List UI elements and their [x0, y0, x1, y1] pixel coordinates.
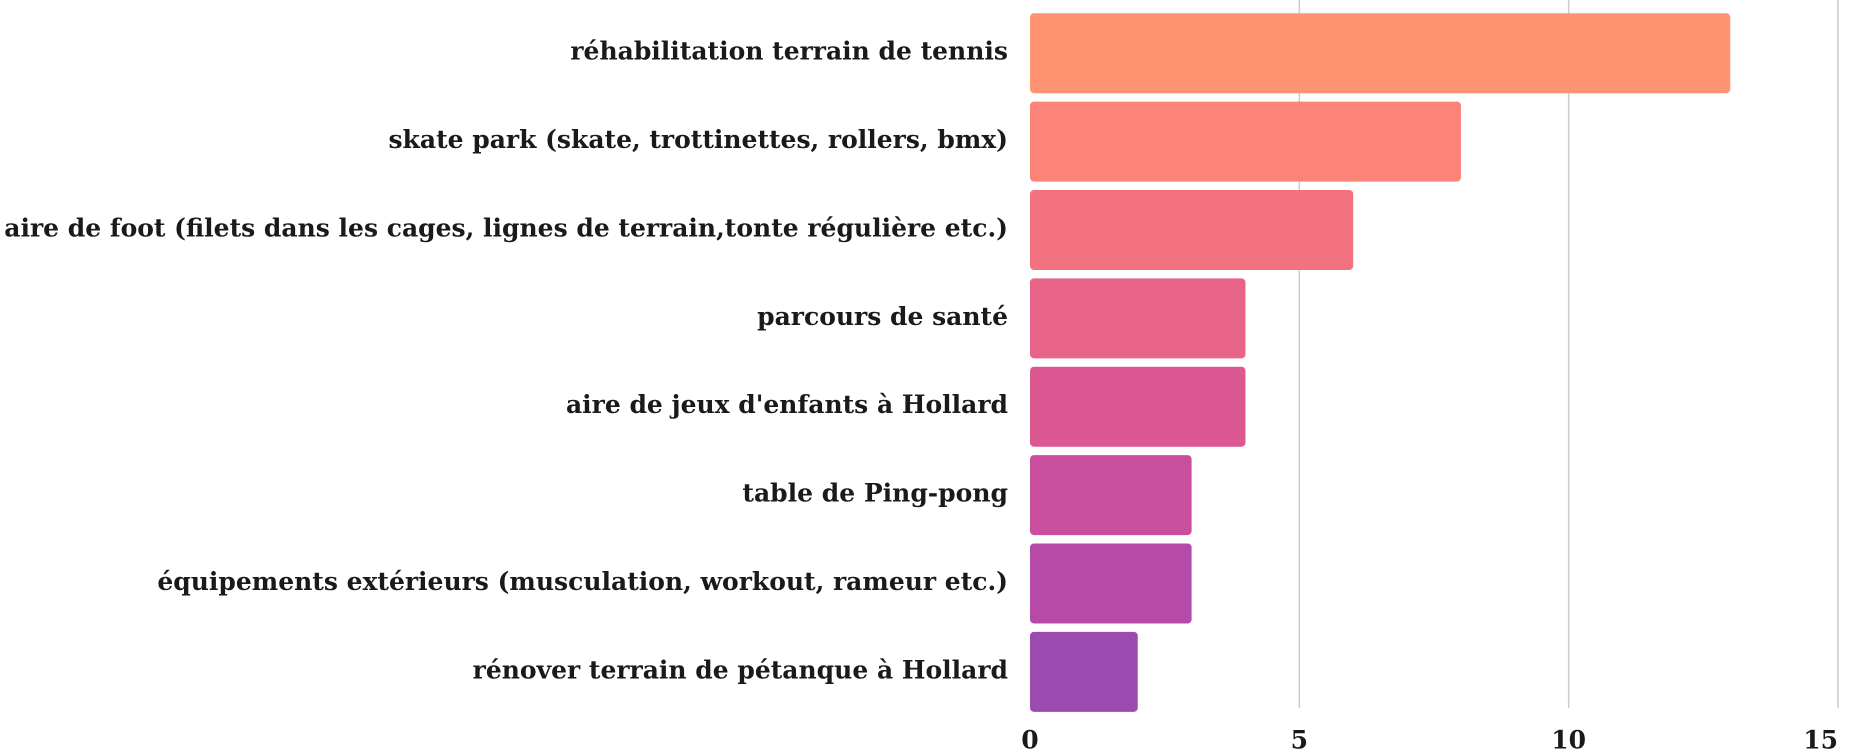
- bar: [1030, 631, 1138, 712]
- bar: [1030, 278, 1246, 359]
- bar: [1030, 543, 1192, 624]
- x-tick-label: 0: [1021, 726, 1038, 753]
- y-tick-label: réhabilitation terrain de tennis: [570, 37, 1008, 66]
- bar: [1030, 13, 1731, 94]
- y-tick-label: aire de jeux d'enfants à Hollard: [566, 390, 1008, 419]
- bar: [1030, 366, 1246, 447]
- x-tick-label: 5: [1291, 726, 1308, 753]
- bar: [1030, 101, 1461, 182]
- x-tick-label: 15: [1803, 726, 1838, 753]
- y-tick-label: équipements extérieurs (musculation, wor…: [157, 567, 1008, 596]
- y-tick-label: parcours de santé: [757, 302, 1008, 331]
- bar: [1030, 455, 1192, 536]
- y-tick-label: table de Ping-pong: [742, 479, 1008, 508]
- bar: [1030, 189, 1354, 270]
- x-tick-label: 10: [1551, 726, 1586, 753]
- y-tick-label: skate park (skate, trottinettes, rollers…: [388, 125, 1008, 154]
- y-tick-label: rénover terrain de pétanque à Hollard: [473, 655, 1008, 684]
- y-tick-label: aire de foot (filets dans les cages, lig…: [4, 213, 1008, 242]
